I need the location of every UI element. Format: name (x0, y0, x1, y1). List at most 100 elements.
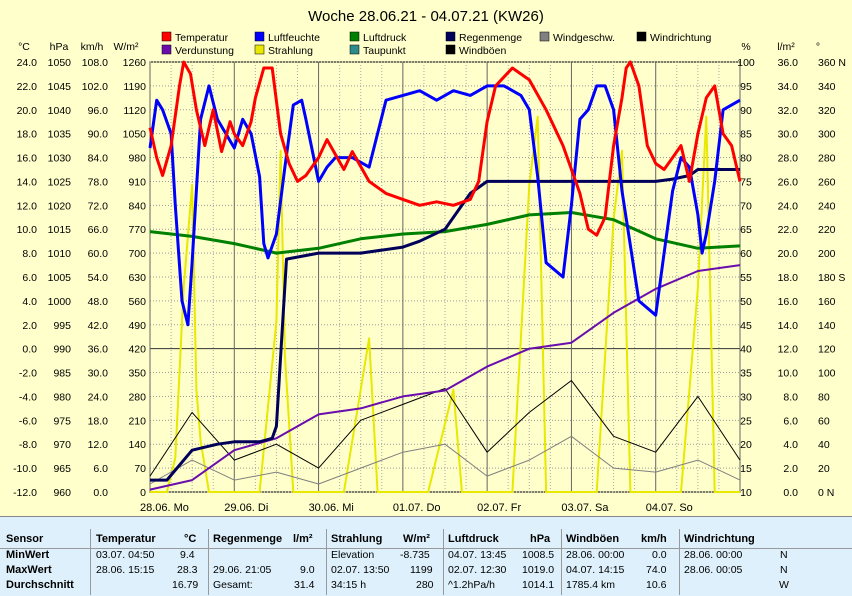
tick-label-pressure: 985 (53, 368, 71, 380)
tick-label-radiation: 490 (128, 320, 146, 332)
tick-label-pressure: 960 (53, 487, 71, 499)
gust-max-value: 74.0 (646, 564, 667, 576)
stats-header-rad: Strahlung (331, 533, 383, 545)
axis-unit-humidity: % (741, 41, 750, 53)
tick-label-temperature: 0.0 (22, 344, 37, 356)
tick-label-direction: 0 N (818, 487, 834, 499)
tick-label-temperature: -10.0 (13, 463, 37, 475)
legend-swatch (254, 44, 265, 55)
legend-label: Temperatur (175, 32, 229, 44)
tick-label-humidity: 50 (740, 296, 752, 308)
legend-swatch (349, 44, 360, 55)
tick-label-temperature: 4.0 (22, 296, 37, 308)
series-line-regenmenge (150, 168, 740, 482)
stats-col-divider (679, 529, 680, 595)
tick-label-direction: 320 (818, 105, 836, 117)
gust-avg-value: 10.6 (646, 579, 667, 591)
tick-label-rain: 34.0 (778, 81, 799, 93)
tick-label-wind: 66.0 (88, 224, 109, 236)
axis-unit-temperature: °C (18, 41, 30, 53)
tick-label-wind: 54.0 (88, 272, 109, 284)
tick-label-radiation: 980 (128, 153, 146, 165)
rad-elevation-label: Elevation (331, 549, 375, 561)
tick-label-temperature: 10.0 (17, 224, 38, 236)
tick-label-humidity: 20 (740, 439, 752, 451)
dir-min-time: 28.06. 00:00 (684, 549, 743, 561)
tick-label-wind: 24.0 (88, 391, 109, 403)
tick-label-pressure: 1045 (48, 81, 72, 93)
tick-label-pressure: 995 (53, 320, 71, 332)
tick-label-pressure: 990 (53, 344, 71, 356)
tick-label-pressure: 1035 (48, 129, 72, 141)
legend-label: Windrichtung (650, 32, 711, 44)
tick-label-wind: 84.0 (88, 153, 109, 165)
rain-max-time: 29.06. 21:05 (213, 564, 272, 576)
legend-label: Luftfeuchte (268, 32, 320, 44)
tick-label-pressure: 965 (53, 463, 71, 475)
tick-label-wind: 78.0 (88, 176, 109, 188)
legend-label: Regenmenge (459, 32, 522, 44)
legend-label: Taupunkt (363, 45, 406, 57)
tick-label-direction: 60 (818, 415, 830, 427)
tick-label-radiation: 0 (140, 487, 146, 499)
tick-label-rain: 30.0 (778, 129, 799, 141)
gust-distance: 1785.4 km (566, 579, 616, 591)
tick-label-wind: 108.0 (82, 57, 108, 69)
tick-label-direction: 260 (818, 176, 836, 188)
tick-label-rain: 28.0 (778, 153, 799, 165)
tick-label-humidity: 25 (740, 415, 752, 427)
stats-header-temp: Temperatur (96, 533, 156, 545)
tick-label-radiation: 700 (128, 248, 146, 260)
rain-total-value: 31.4 (294, 579, 315, 591)
legend-swatch (636, 31, 647, 42)
temp-min-value: 9.4 (180, 549, 195, 561)
tick-label-temperature: -2.0 (19, 368, 37, 380)
tick-label-pressure: 980 (53, 391, 71, 403)
tick-label-humidity: 10 (740, 487, 752, 499)
stats-col-divider (208, 529, 209, 595)
tick-label-radiation: 70 (134, 463, 146, 475)
tick-label-wind: 0.0 (93, 487, 108, 499)
rad-max-time: 02.07. 13:50 (331, 564, 390, 576)
tick-label-direction: 160 (818, 296, 836, 308)
tick-label-temperature: 14.0 (17, 176, 38, 188)
tick-label-temperature: 22.0 (17, 81, 38, 93)
stats-header-press: Luftdruck (448, 533, 499, 545)
tick-label-temperature: 24.0 (17, 57, 38, 69)
tick-label-direction: 340 (818, 81, 836, 93)
tick-label-humidity: 15 (740, 463, 752, 475)
x-tick-label: 29.06. Di (224, 502, 268, 514)
tick-label-radiation: 630 (128, 272, 146, 284)
tick-label-wind: 36.0 (88, 344, 109, 356)
series-line-windgeschw (149, 435, 741, 485)
temp-max-value: 28.3 (177, 564, 198, 576)
tick-label-radiation: 1190 (123, 81, 146, 93)
rad-sun-hours: 34:15 h (331, 579, 367, 591)
tick-label-humidity: 60 (740, 248, 752, 260)
legend-label: Windgeschw. (553, 32, 615, 44)
series-line-strahlung (150, 115, 740, 493)
legend-swatch (161, 31, 172, 42)
tick-label-humidity: 70 (740, 200, 752, 212)
tick-label-pressure: 1000 (48, 296, 72, 308)
chart-area: Woche 28.06.21 - 04.07.21 (KW26) Temperat… (0, 0, 852, 516)
gust-min-value: 0.0 (652, 549, 667, 561)
weather-chart: Woche 28.06.21 - 04.07.21 (KW26) Temperat… (13, 8, 846, 514)
stats-col-divider (90, 529, 91, 595)
dir-min-value: N (780, 549, 788, 561)
tick-label-humidity: 100 (737, 57, 755, 69)
gust-min-time: 28.06. 00:00 (566, 549, 625, 561)
stats-header-rad-unit: W/m² (403, 533, 430, 545)
gust-max-time: 04.07. 14:15 (566, 564, 625, 576)
press-max-value: 1019.0 (522, 564, 555, 576)
tick-label-temperature: 18.0 (17, 129, 38, 141)
tick-label-humidity: 45 (740, 320, 752, 332)
tick-label-direction: 20 (818, 463, 830, 475)
legend-swatch (445, 31, 456, 42)
x-tick-label: 03.07. Sa (561, 502, 609, 514)
tick-label-direction: 140 (818, 320, 836, 332)
series-line-verdunstung (149, 264, 741, 491)
tick-label-humidity: 90 (740, 105, 752, 117)
tick-label-direction: 240 (818, 200, 836, 212)
tick-label-direction: 40 (818, 439, 830, 451)
